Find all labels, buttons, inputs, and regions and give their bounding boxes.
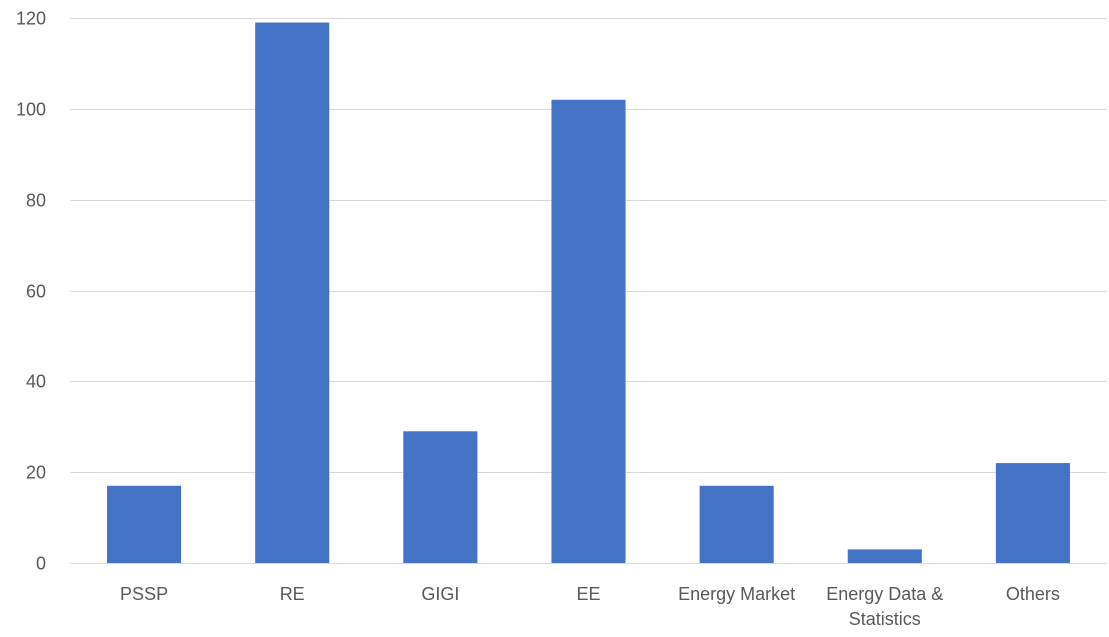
x-tick-label: Energy Market — [678, 584, 795, 604]
x-tick-label: GIGI — [421, 584, 459, 604]
y-tick-label: 80 — [26, 191, 46, 211]
x-tick-label-line: Others — [1006, 584, 1060, 604]
x-tick-label: Others — [1006, 584, 1060, 604]
x-tick-label: EE — [576, 584, 600, 604]
y-axis-tick-labels: 0 20 40 60 80 100 120 — [16, 9, 46, 574]
x-tick-label-line: PSSP — [120, 584, 168, 604]
x-tick-label: Energy Data & Statistics — [826, 584, 943, 629]
bar-6 — [995, 463, 1070, 563]
x-tick-label-line: EE — [576, 584, 600, 604]
x-tick-label-line: GIGI — [421, 584, 459, 604]
x-tick-label-line: Statistics — [849, 609, 921, 629]
bar-0 — [107, 485, 182, 563]
x-tick-label: PSSP — [120, 584, 168, 604]
y-tick-label: 100 — [16, 100, 46, 120]
y-tick-label: 60 — [26, 282, 46, 302]
y-tick-label: 120 — [16, 9, 46, 29]
x-axis-tick-labels: PSSP RE GIGI EE Energy Market Energy Data & St… — [120, 584, 1060, 629]
y-tick-label: 0 — [36, 554, 46, 574]
bar-5 — [847, 549, 922, 564]
bar-2 — [403, 431, 478, 563]
x-tick-label-line: RE — [280, 584, 305, 604]
bars — [107, 22, 1070, 564]
x-tick-label: RE — [280, 584, 305, 604]
bar-4 — [699, 485, 774, 563]
y-tick-label: 40 — [26, 372, 46, 392]
x-tick-label-line: Energy Market — [678, 584, 795, 604]
bar-3 — [551, 99, 626, 563]
y-tick-label: 20 — [26, 463, 46, 483]
bar-1 — [255, 22, 330, 564]
x-tick-label-line: Energy Data & — [826, 584, 943, 604]
